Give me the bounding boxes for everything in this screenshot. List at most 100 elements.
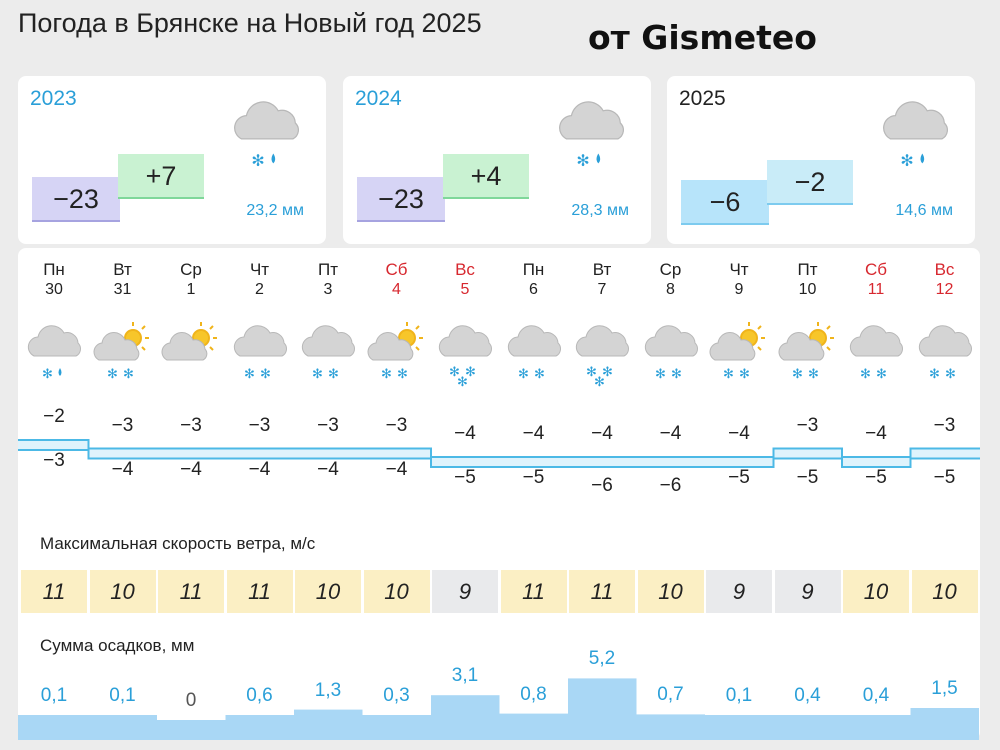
svg-text:✻: ✻ bbox=[739, 367, 750, 382]
svg-text:✻: ✻ bbox=[328, 367, 339, 382]
day-column: Сб 4 bbox=[363, 260, 431, 300]
day-date: 12 bbox=[935, 281, 954, 298]
day-date: 3 bbox=[323, 281, 333, 298]
cloud-heavy-snow-icon: ✻ ✻ ✻ bbox=[431, 316, 499, 390]
day-date: 10 bbox=[798, 281, 817, 298]
svg-text:✻: ✻ bbox=[929, 367, 940, 382]
forecast-panel: Максимальная скорость ветра, м/с Сумма о… bbox=[18, 248, 980, 740]
day-max-temp: −4 bbox=[659, 423, 682, 444]
day-of-week: Ср bbox=[659, 260, 682, 279]
day-column: Пт 10 bbox=[774, 260, 842, 300]
precip-bar bbox=[225, 715, 294, 740]
day-column: Вт 31 bbox=[89, 260, 157, 300]
max-temp-line bbox=[18, 439, 980, 458]
svg-text:✻: ✻ bbox=[671, 367, 682, 382]
day-date: 31 bbox=[113, 281, 132, 298]
day-min-temp: −4 bbox=[180, 458, 202, 480]
precip-value: 0,3 bbox=[383, 685, 410, 706]
precip-bar bbox=[157, 720, 226, 740]
precip-value: 1,5 bbox=[931, 678, 958, 699]
wind-speed-cell: 10 bbox=[843, 570, 909, 613]
sun-cloud-snow-icon: ✻ ✻ bbox=[89, 316, 157, 388]
sun-cloud-snow-icon: ✻ ✻ bbox=[774, 316, 842, 388]
day-min-temp: −5 bbox=[796, 466, 819, 488]
svg-text:✻: ✻ bbox=[534, 367, 545, 382]
cloud-snow-icon: ✻ ✻ bbox=[637, 316, 705, 388]
day-max-temp: −3 bbox=[933, 414, 956, 436]
day-max-temp: −3 bbox=[385, 414, 408, 436]
precip-bar bbox=[499, 713, 568, 740]
day-min-temp: −6 bbox=[591, 475, 613, 496]
cloud-snow-icon: ✻ ✻ bbox=[500, 316, 568, 388]
cloud-snow-icon: ✻ ✻ bbox=[842, 316, 910, 388]
day-max-temp: −3 bbox=[317, 414, 339, 436]
year-max-temp: −2 bbox=[767, 160, 853, 205]
day-max-temp: −4 bbox=[728, 423, 750, 444]
wind-speed-cell: 11 bbox=[226, 570, 293, 613]
sun-cloud-snow-icon: ✻ ✻ bbox=[705, 316, 773, 388]
day-date: 9 bbox=[734, 281, 744, 298]
year-min-temp: −6 bbox=[681, 180, 769, 225]
day-of-week: Ср bbox=[180, 260, 202, 279]
day-column: Вт 7 bbox=[568, 260, 636, 300]
svg-text:✻: ✻ bbox=[792, 367, 803, 382]
min-temp-line bbox=[18, 449, 980, 468]
precip-bar bbox=[773, 715, 842, 740]
day-max-temp: −3 bbox=[796, 414, 819, 436]
sun-cloud-icon bbox=[157, 316, 225, 388]
wind-speed-cell: 10 bbox=[89, 570, 156, 613]
day-column: Чт 9 bbox=[705, 260, 773, 300]
day-min-temp: −5 bbox=[933, 466, 956, 488]
day-of-week: Вт bbox=[113, 260, 132, 279]
svg-text:✻: ✻ bbox=[723, 367, 734, 382]
day-min-temp: −4 bbox=[111, 458, 134, 480]
day-of-week: Вс bbox=[455, 260, 475, 279]
svg-text:✻: ✻ bbox=[244, 367, 255, 382]
wind-speed-cell: 9 bbox=[774, 570, 841, 613]
year-card-2024: 2024 −23 +4 ✻ 28,3 мм bbox=[343, 76, 651, 244]
precip-bar bbox=[568, 678, 637, 740]
svg-text:✻: ✻ bbox=[123, 367, 134, 382]
page-title: Погода в Брянске на Новый год 2025 bbox=[18, 8, 482, 38]
svg-text:✻: ✻ bbox=[107, 367, 118, 382]
svg-text:✻: ✻ bbox=[945, 367, 956, 382]
day-column: Вс 5 bbox=[431, 260, 499, 300]
day-column: Ср 8 bbox=[637, 260, 705, 300]
precip-bar bbox=[88, 715, 157, 740]
wind-speed-cell: 10 bbox=[363, 570, 430, 613]
year-card-2025: 2025 −6 −2 ✻ 14,6 мм bbox=[667, 76, 975, 244]
precip-value: 0,1 bbox=[109, 685, 136, 706]
wind-speed-cell: 11 bbox=[158, 570, 224, 613]
day-of-week: Сб bbox=[385, 260, 408, 279]
precip-value: 5,2 bbox=[588, 648, 616, 670]
svg-text:✻: ✻ bbox=[518, 367, 529, 382]
year-precip: 23,2 мм bbox=[246, 202, 304, 219]
year-min-temp: −23 bbox=[357, 177, 445, 222]
day-min-temp: −5 bbox=[728, 467, 750, 488]
svg-text:✻: ✻ bbox=[42, 367, 53, 382]
precip-bar bbox=[636, 714, 705, 740]
precip-bar bbox=[842, 715, 911, 740]
svg-text:✻: ✻ bbox=[860, 367, 871, 382]
day-column: Вс 12 bbox=[911, 260, 979, 300]
cloud-snow-rain-icon: ✻ bbox=[873, 90, 957, 183]
year-precip: 28,3 мм bbox=[571, 202, 629, 219]
precip-value: 0,1 bbox=[40, 685, 68, 706]
cloud-heavy-snow-icon: ✻ ✻ ✻ bbox=[568, 316, 636, 390]
day-column: Пн 6 bbox=[500, 260, 568, 300]
svg-text:✻: ✻ bbox=[457, 375, 468, 388]
day-date: 7 bbox=[597, 281, 607, 298]
day-date: 11 bbox=[867, 281, 885, 298]
precip-value: 0,6 bbox=[246, 685, 273, 706]
precip-value: 0,4 bbox=[794, 685, 821, 706]
day-column: Ср 1 bbox=[157, 260, 225, 300]
temperature-chart bbox=[18, 439, 980, 740]
day-date: 30 bbox=[45, 281, 63, 298]
svg-text:✻: ✻ bbox=[655, 367, 666, 382]
day-max-temp: −3 bbox=[248, 414, 271, 436]
day-column: Пн 30 bbox=[20, 260, 88, 300]
day-of-week: Вс bbox=[934, 260, 955, 279]
day-min-temp: −4 bbox=[248, 458, 271, 480]
cloud-snow-icon: ✻ ✻ bbox=[294, 316, 362, 388]
day-of-week: Вт bbox=[592, 260, 612, 279]
